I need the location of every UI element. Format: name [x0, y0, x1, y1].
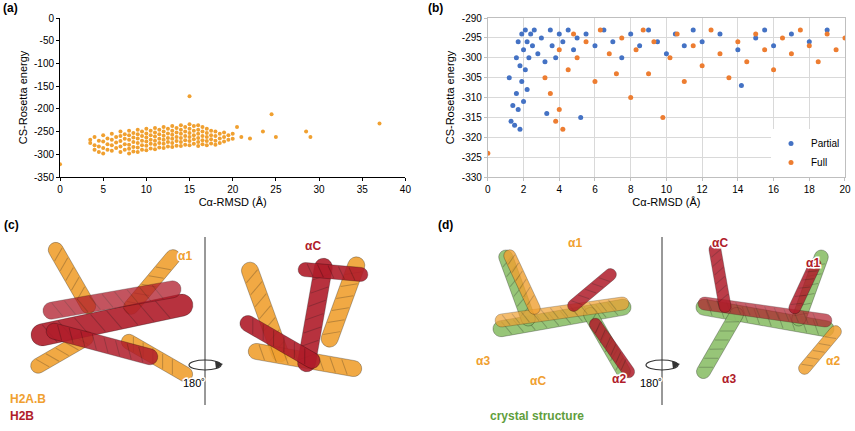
svg-text:35: 35: [357, 184, 369, 195]
svg-text:-300: -300: [34, 149, 54, 160]
svg-text:αC: αC: [712, 236, 728, 250]
svg-text:8: 8: [628, 184, 634, 195]
svg-text:Cα-RMSD (Å): Cα-RMSD (Å): [199, 196, 267, 208]
svg-text:α3: α3: [722, 372, 736, 386]
svg-text:α3: α3: [476, 354, 490, 368]
svg-text:αC: αC: [305, 239, 321, 253]
svg-text:CS-Rosetta energy: CS-Rosetta energy: [17, 50, 29, 144]
svg-text:6: 6: [592, 184, 598, 195]
svg-text:α2: α2: [612, 372, 626, 386]
svg-text:20: 20: [839, 184, 851, 195]
svg-text:crystal structure: crystal structure: [490, 409, 584, 423]
svg-text:-200: -200: [34, 103, 54, 114]
svg-text:-150: -150: [34, 81, 54, 92]
svg-text:CS-Rosetta energy: CS-Rosetta energy: [444, 50, 456, 144]
svg-text:α1: α1: [568, 236, 582, 250]
html-text:(b): (b): [428, 1, 444, 15]
svg-text:H2A.B: H2A.B: [10, 392, 46, 406]
svg-text:-315: -315: [462, 112, 482, 123]
svg-text:10: 10: [141, 184, 153, 195]
svg-text:α1: α1: [178, 249, 192, 263]
svg-text:4: 4: [556, 184, 562, 195]
svg-text:15: 15: [184, 184, 196, 195]
svg-text:(d): (d): [438, 218, 453, 232]
svg-text:12: 12: [697, 184, 709, 195]
svg-text:-305: -305: [462, 72, 482, 83]
svg-text:-290: -290: [462, 13, 482, 24]
html-text:(a): (a): [3, 1, 18, 15]
svg-text:2: 2: [521, 184, 527, 195]
svg-text:180˚: 180˚: [640, 377, 662, 389]
svg-text:0: 0: [48, 13, 54, 24]
svg-text:14: 14: [732, 184, 744, 195]
svg-text:0: 0: [57, 184, 63, 195]
svg-text:-320: -320: [462, 132, 482, 143]
svg-text:10: 10: [661, 184, 673, 195]
svg-text:Cα-RMSD (Å): Cα-RMSD (Å): [632, 196, 700, 208]
svg-text:180˚: 180˚: [183, 377, 205, 389]
svg-text:-295: -295: [462, 32, 482, 43]
svg-text:0: 0: [485, 184, 491, 195]
svg-text:-310: -310: [462, 92, 482, 103]
svg-text:-330: -330: [462, 172, 482, 183]
svg-text:30: 30: [313, 184, 325, 195]
svg-text:Full: Full: [811, 157, 827, 168]
svg-text:αC: αC: [530, 374, 546, 388]
svg-text:-50: -50: [40, 35, 55, 46]
svg-text:16: 16: [768, 184, 780, 195]
svg-text:5: 5: [100, 184, 106, 195]
svg-text:(c): (c): [4, 218, 19, 232]
svg-text:40: 40: [400, 184, 412, 195]
svg-text:25: 25: [270, 184, 282, 195]
svg-text:-350: -350: [34, 172, 54, 183]
svg-text:-300: -300: [462, 52, 482, 63]
svg-text:18: 18: [804, 184, 816, 195]
svg-text:α2: α2: [826, 354, 840, 368]
svg-text:Partial: Partial: [811, 138, 839, 149]
svg-text:H2B: H2B: [10, 409, 34, 423]
svg-text:-325: -325: [462, 152, 482, 163]
svg-text:20: 20: [227, 184, 239, 195]
svg-text:-250: -250: [34, 126, 54, 137]
svg-text:α1: α1: [806, 256, 820, 270]
svg-text:-100: -100: [34, 58, 54, 69]
